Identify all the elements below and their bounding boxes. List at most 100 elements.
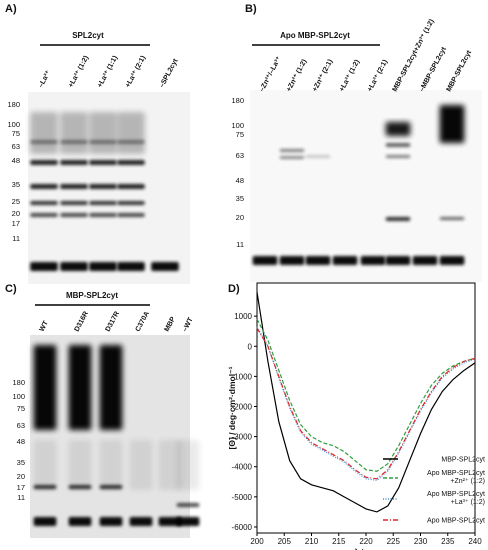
x-tick-label: 210 <box>305 537 319 546</box>
band <box>439 217 465 220</box>
band <box>176 440 200 490</box>
lane-label: D317R <box>105 310 121 333</box>
marker-label: 11 <box>17 493 25 502</box>
band <box>30 184 58 189</box>
band <box>439 105 465 143</box>
x-tick-label: 225 <box>387 537 401 546</box>
lane-label: –SPL2cyt <box>159 57 180 89</box>
marker-label: 75 <box>236 130 244 139</box>
band <box>60 160 88 165</box>
band <box>151 262 179 271</box>
band <box>30 213 58 217</box>
lane-label: C370A <box>135 310 151 333</box>
panel-label: B) <box>245 3 257 15</box>
band <box>89 112 117 154</box>
lane-label: +Zn²⁺ (2:1) <box>312 58 335 93</box>
lane-label: –Zn²⁺/–La³⁺ <box>259 55 283 93</box>
band <box>279 156 305 159</box>
x-axis-label: λ / nm <box>354 548 377 550</box>
band <box>30 201 58 205</box>
series-line <box>256 318 476 472</box>
series-line <box>256 326 476 481</box>
y-tick-label: 1000 <box>234 312 252 321</box>
y-tick-label: -2000 <box>232 402 253 411</box>
band <box>30 160 58 165</box>
lane-label: MBP-SPL2cyt <box>446 49 474 93</box>
marker-label: 20 <box>17 472 25 481</box>
lane-label: +La³⁺ (1:1) <box>97 55 120 89</box>
y-tick-label: 0 <box>248 342 253 351</box>
band <box>68 440 92 490</box>
y-axis-label: [Θ] / deg·cm²·dmol⁻¹ <box>227 366 237 449</box>
band <box>158 440 182 490</box>
marker-label: 100 <box>7 120 20 129</box>
marker-label: 48 <box>17 437 25 446</box>
lane-label: –MBP-SPL2cyt <box>419 45 449 92</box>
band <box>117 184 145 189</box>
lane-label: WT <box>39 319 51 333</box>
lane-label: +La³⁺ (1:2) <box>68 55 91 89</box>
band <box>252 256 278 265</box>
lane-label: +Zn²⁺ (1:2) <box>286 58 309 93</box>
lane-label: +La³⁺ (2:1) <box>125 55 148 89</box>
marker-label: 63 <box>12 142 20 151</box>
x-tick-label: 230 <box>414 537 428 546</box>
band <box>89 184 117 189</box>
band <box>117 112 145 154</box>
band <box>129 440 153 490</box>
band <box>279 256 305 265</box>
band <box>117 140 145 144</box>
band <box>176 503 200 507</box>
band <box>30 112 58 154</box>
band <box>60 201 88 205</box>
marker-label: 20 <box>236 213 244 222</box>
band <box>385 122 411 136</box>
panel-label: D) <box>228 283 240 295</box>
panel-header: Apo MBP-SPL2cyt <box>280 31 350 40</box>
series-line <box>256 291 476 513</box>
band <box>385 256 411 265</box>
marker-label: 11 <box>236 240 244 249</box>
band <box>68 517 92 526</box>
band <box>33 440 57 490</box>
marker-label: 35 <box>12 180 20 189</box>
band <box>89 201 117 205</box>
marker-label: 100 <box>231 121 244 130</box>
lane-label: D316R <box>74 310 90 333</box>
x-tick-label: 200 <box>250 537 264 546</box>
band <box>439 256 465 265</box>
lane-label: –WT <box>182 316 195 333</box>
band <box>332 256 358 265</box>
y-tick-label: -3000 <box>232 433 253 442</box>
band <box>60 184 88 189</box>
band <box>385 217 411 221</box>
marker-label: 17 <box>17 483 25 492</box>
panel-label: C) <box>5 283 17 295</box>
band <box>385 143 411 147</box>
band <box>99 440 123 490</box>
marker-label: 35 <box>17 458 25 467</box>
band <box>60 112 88 154</box>
band <box>117 201 145 205</box>
band <box>89 140 117 144</box>
legend-label: MBP-SPL2cyt <box>441 457 485 464</box>
legend-label: Apo MBP-SPL2cyt +La³⁺ (1:2) <box>427 491 485 506</box>
band <box>360 256 386 265</box>
band <box>129 517 153 526</box>
band <box>385 155 411 158</box>
marker-label: 63 <box>236 151 244 160</box>
marker-label: 11 <box>12 234 20 243</box>
band <box>412 256 438 265</box>
band <box>305 155 331 158</box>
marker-label: 63 <box>17 421 25 430</box>
legend-label: Apo MBP-SPL2cyt <box>427 518 485 525</box>
panel-header: MBP-SPL2cyt <box>66 291 118 300</box>
legend-label: Apo MBP-SPL2cyt +Zn²⁺ (1:2) <box>427 470 485 485</box>
x-tick-label: 220 <box>359 537 373 546</box>
marker-label: 48 <box>236 176 244 185</box>
band <box>89 213 117 217</box>
lane-label: MBP <box>164 316 178 333</box>
band <box>99 517 123 526</box>
marker-label: 48 <box>12 156 20 165</box>
marker-label: 17 <box>12 219 20 228</box>
